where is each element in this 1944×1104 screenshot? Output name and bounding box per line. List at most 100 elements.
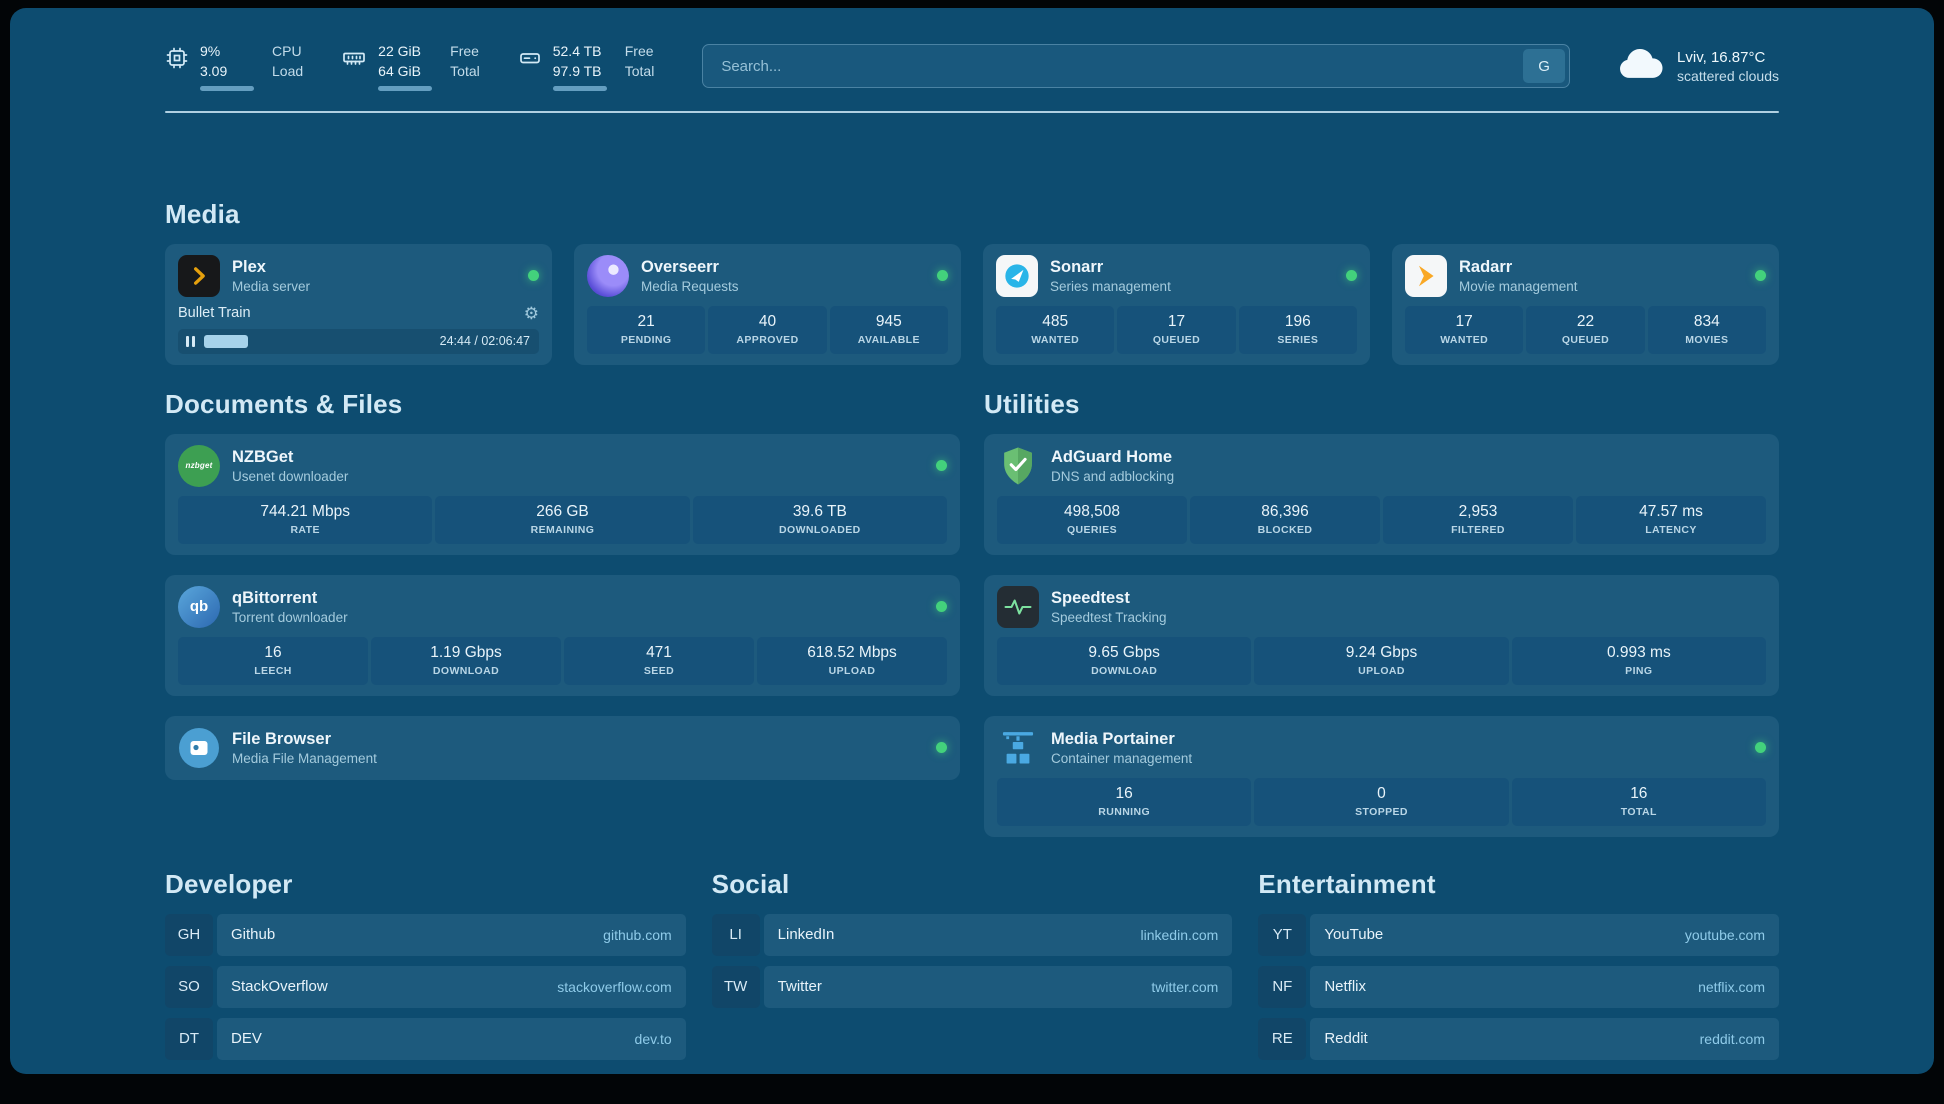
section-utilities: Utilities AdGuard Home DNS and adblockin… (984, 389, 1779, 837)
weather-location: Lviv, 16.87°C (1677, 48, 1766, 66)
playback-progress-fill (204, 334, 249, 348)
now-playing-title: Bullet Train (178, 305, 251, 322)
stat-download: 9.65 Gbps DOWNLOAD (997, 636, 1252, 685)
stat-leech: 16 LEECH (178, 636, 368, 685)
pause-button[interactable] (186, 335, 195, 347)
memory-total-value: 64 GiB (378, 62, 421, 79)
bookmark-youtube[interactable]: YT YouTube youtube.com (1258, 913, 1779, 956)
settings-gear-icon[interactable]: ⚙ (523, 303, 539, 323)
app-name: qBittorrent (232, 588, 318, 607)
nzbget-card: nzbget NZBGet Usenet downloader 744.21 M… (165, 433, 960, 555)
adguard-icon (997, 445, 1039, 487)
stat-downloaded: 39.6 TB DOWNLOADED (692, 495, 947, 544)
memory-icon (341, 46, 367, 70)
nzbget-link[interactable]: nzbget NZBGet Usenet downloader (178, 444, 947, 487)
app-subtitle: Usenet downloader (232, 468, 349, 484)
bookmark-group-developer: Developer GH Github github.com SO StackO… (165, 869, 686, 1060)
overseerr-icon (587, 254, 629, 297)
bookmark-linkedin[interactable]: LI LinkedIn linkedin.com (711, 913, 1233, 956)
sonarr-link[interactable]: Sonarr Series management (996, 254, 1357, 297)
stat-stopped: 0 STOPPED (1254, 777, 1509, 826)
playback-time: 24:44 / 02:06:47 (439, 334, 530, 349)
stat-queued: 22 QUEUED (1526, 305, 1645, 354)
stat-wanted: 17 WANTED (1405, 305, 1524, 354)
bookmark-name: Github (231, 926, 276, 944)
bookmark-name: LinkedIn (777, 926, 835, 944)
plex-icon (178, 254, 220, 297)
bookmark-name: Reddit (1324, 1030, 1368, 1048)
bookmark-name: Netflix (1324, 978, 1367, 996)
bookmark-abbr: YT (1258, 913, 1307, 956)
bookmark-group-social: Social LI LinkedIn linkedin.com TW Twitt… (711, 869, 1233, 1060)
radarr-card: Radarr Movie management 17 WANTED 22 QUE… (1392, 243, 1779, 365)
bookmark-reddit[interactable]: RE Reddit reddit.com (1258, 1017, 1779, 1060)
bookmark-stackoverflow[interactable]: SO StackOverflow stackoverflow.com (165, 965, 686, 1008)
adguard-link[interactable]: AdGuard Home DNS and adblocking (997, 445, 1766, 487)
bookmark-domain: dev.to (634, 1030, 672, 1047)
app-name: Overseerr (641, 257, 719, 276)
bookmark-abbr: SO (165, 965, 213, 1008)
stat-available: 945 AVAILABLE (829, 305, 948, 354)
status-dot (936, 742, 947, 754)
app-name: Radarr (1459, 257, 1513, 276)
bookmark-abbr: TW (711, 965, 760, 1008)
bookmark-abbr: GH (165, 913, 213, 956)
weather-widget: Lviv, 16.87°C scattered clouds (1618, 47, 1779, 85)
nzbget-icon: nzbget (178, 444, 220, 487)
weather-condition: scattered clouds (1677, 67, 1779, 84)
cpu-icon (165, 46, 189, 70)
app-subtitle: DNS and adblocking (1051, 468, 1175, 484)
bookmark-name: StackOverflow (231, 978, 328, 996)
app-subtitle: Movie management (1459, 278, 1578, 294)
cpu-widget: 9% CPU 3.09 Load (165, 42, 303, 91)
app-name: AdGuard Home (1051, 447, 1173, 466)
radarr-link[interactable]: Radarr Movie management (1405, 254, 1766, 297)
speedtest-card: Speedtest Speedtest Tracking 9.65 Gbps D… (984, 574, 1779, 696)
plex-link[interactable]: Plex Media server (178, 254, 539, 297)
status-dot (1755, 270, 1766, 282)
filebrowser-link[interactable]: File Browser Media File Management (178, 727, 947, 769)
app-subtitle: Media server (232, 278, 311, 294)
stat-latency: 47.57 ms LATENCY (1576, 495, 1766, 544)
search-provider-button[interactable]: G (1523, 49, 1566, 84)
status-dot (1755, 742, 1766, 754)
bookmark-dev[interactable]: DT DEV dev.to (165, 1017, 686, 1060)
bookmark-domain: reddit.com (1699, 1030, 1765, 1047)
app-subtitle: Speedtest Tracking (1051, 609, 1167, 625)
search-bar[interactable]: G (702, 44, 1571, 89)
bookmark-name: DEV (231, 1030, 262, 1048)
bookmark-abbr: RE (1258, 1017, 1307, 1060)
stat-filtered: 2,953 FILTERED (1383, 495, 1573, 544)
topbar-divider (165, 110, 1779, 113)
bookmark-abbr: NF (1258, 965, 1307, 1008)
memory-progress-bar (378, 85, 433, 91)
status-dot (937, 270, 948, 282)
status-dot (1346, 270, 1357, 282)
developer-section-title: Developer (165, 868, 293, 899)
search-input[interactable] (719, 56, 1524, 76)
stat-seed: 471 SEED (564, 636, 754, 685)
portainer-link[interactable]: Media Portainer Container management (997, 727, 1766, 769)
stat-rate: 744.21 Mbps RATE (178, 495, 433, 544)
qbittorrent-link[interactable]: qb qBittorrent Torrent downloader (178, 585, 947, 628)
disk-free-value: 52.4 TB (552, 43, 602, 59)
entertainment-section-title: Entertainment (1258, 868, 1436, 899)
bookmark-twitter[interactable]: TW Twitter twitter.com (711, 965, 1233, 1008)
playback-progress-track[interactable] (204, 334, 431, 348)
documents-section-title: Documents & Files (165, 388, 403, 419)
radarr-icon (1405, 254, 1447, 297)
disk-icon (518, 46, 542, 70)
cpu-load-value: 3.09 (200, 62, 228, 79)
stat-running: 16 RUNNING (997, 777, 1252, 826)
app-subtitle: Media Requests (641, 278, 739, 294)
stat-queued: 17 QUEUED (1117, 305, 1236, 354)
bookmark-github[interactable]: GH Github github.com (165, 913, 686, 956)
app-subtitle: Media File Management (232, 750, 377, 766)
speedtest-link[interactable]: Speedtest Speedtest Tracking (997, 585, 1766, 628)
stat-ping: 0.993 ms PING (1511, 636, 1766, 685)
bookmark-netflix[interactable]: NF Netflix netflix.com (1258, 965, 1779, 1008)
overseerr-link[interactable]: Overseerr Media Requests (587, 254, 948, 297)
bookmark-domain: netflix.com (1698, 978, 1765, 995)
stat-approved: 40 APPROVED (708, 305, 827, 354)
